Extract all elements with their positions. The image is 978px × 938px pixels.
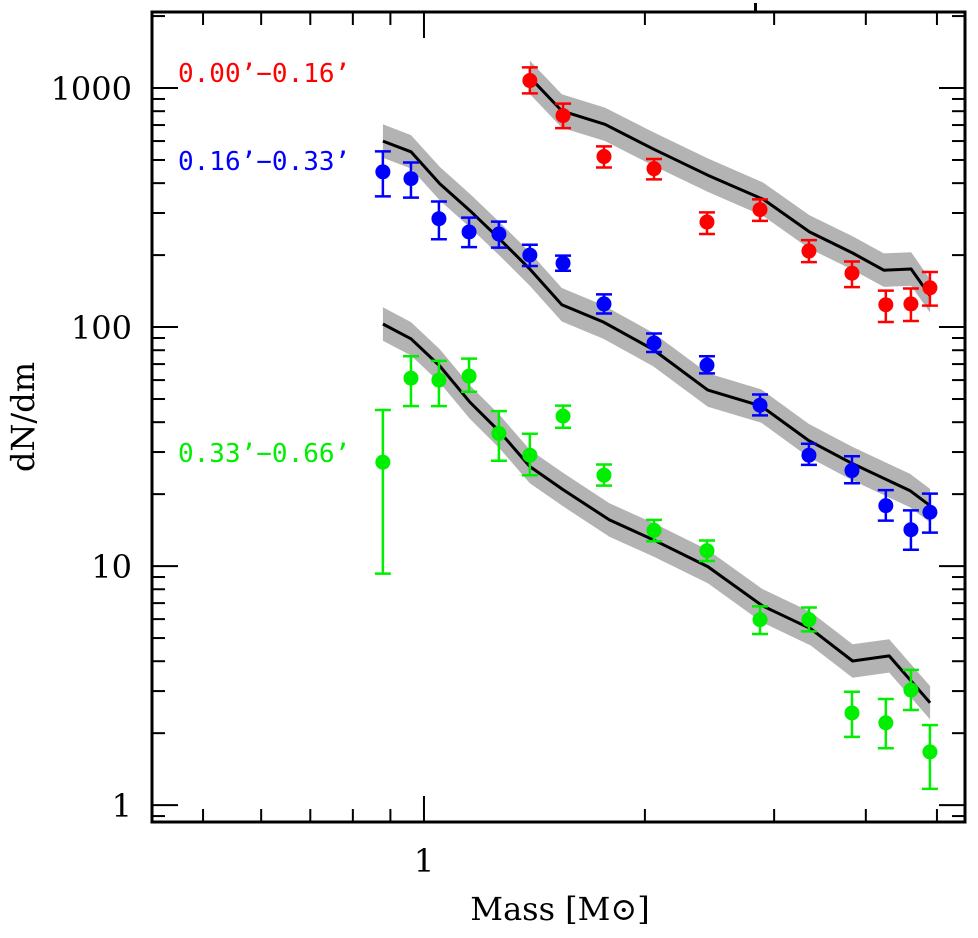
plot-frame [150,10,967,824]
axis-ticks [152,12,965,822]
model-line-series-2 [382,139,931,507]
model-band-series-2 [382,124,931,523]
data-point-series-3-11 [752,612,768,628]
data-point-series-2-6 [522,247,538,263]
errorbar-series-3-point-1 [374,408,391,575]
data-point-series-3-9 [646,522,662,538]
data-point-series-3-2 [403,370,419,386]
data-points [375,73,938,760]
data-point-series-1-2 [555,108,571,124]
y-tick-labels: 1 10 100 1000 [51,70,132,825]
y-tick-label-10: 10 [91,548,132,586]
data-point-series-1-8 [844,265,860,281]
data-point-series-2-4 [461,224,477,240]
data-point-series-3-10 [699,543,715,559]
data-point-series-3-3 [431,372,447,388]
x-axis-title: Mass [M⊙] [470,890,649,928]
data-point-series-3-1 [375,454,391,470]
data-point-series-1-10 [903,296,919,312]
data-point-series-3-12 [801,612,817,628]
data-point-series-2-3 [431,211,447,227]
data-point-series-1-1 [522,73,538,89]
data-point-series-1-3 [596,149,612,165]
data-point-series-2-11 [752,397,768,413]
data-point-series-2-13 [844,463,860,479]
data-point-series-2-1 [375,164,391,180]
data-point-series-2-15 [903,522,919,538]
x-tick-label-1: 1 [414,842,434,880]
data-point-series-2-9 [646,335,662,351]
data-point-series-1-9 [878,297,894,313]
data-point-series-3-14 [878,715,894,731]
legend-label-series-2: 0.16’−0.33’ [178,147,350,177]
data-point-series-3-5 [491,425,507,441]
data-point-series-2-7 [555,255,571,271]
data-point-series-3-4 [461,368,477,384]
data-point-series-2-8 [596,296,612,312]
data-point-series-1-4 [646,161,662,177]
data-point-series-3-13 [844,705,860,721]
y-tick-label-1: 1 [112,787,132,825]
data-point-series-2-2 [403,171,419,187]
data-point-series-3-8 [596,467,612,483]
data-point-series-2-12 [801,447,817,463]
model-band-series-1 [529,60,931,313]
data-point-series-3-7 [555,408,571,424]
clipped-title-fragment [754,3,757,12]
data-point-series-3-16 [922,744,938,760]
model-uncertainty-bands [382,60,931,720]
data-point-series-1-6 [752,202,768,218]
y-axis-title: dN/dm [4,362,42,472]
data-point-series-2-14 [878,498,894,514]
data-point-series-3-6 [522,447,538,463]
legend-label-series-3: 0.33’−0.66’ [178,439,350,469]
model-line-series-3 [382,322,932,704]
y-tick-label-100: 100 [71,309,132,347]
data-point-series-1-11 [922,280,938,296]
data-point-series-1-7 [801,243,817,259]
model-band-series-3 [382,307,931,720]
data-point-series-2-10 [699,357,715,373]
legend-label-series-1: 0.00’−0.16’ [178,59,350,89]
data-point-series-2-5 [491,226,507,242]
data-point-series-2-16 [922,504,938,520]
y-tick-label-1000: 1000 [51,70,132,108]
data-point-series-3-15 [903,682,919,698]
data-point-series-1-5 [699,214,715,230]
